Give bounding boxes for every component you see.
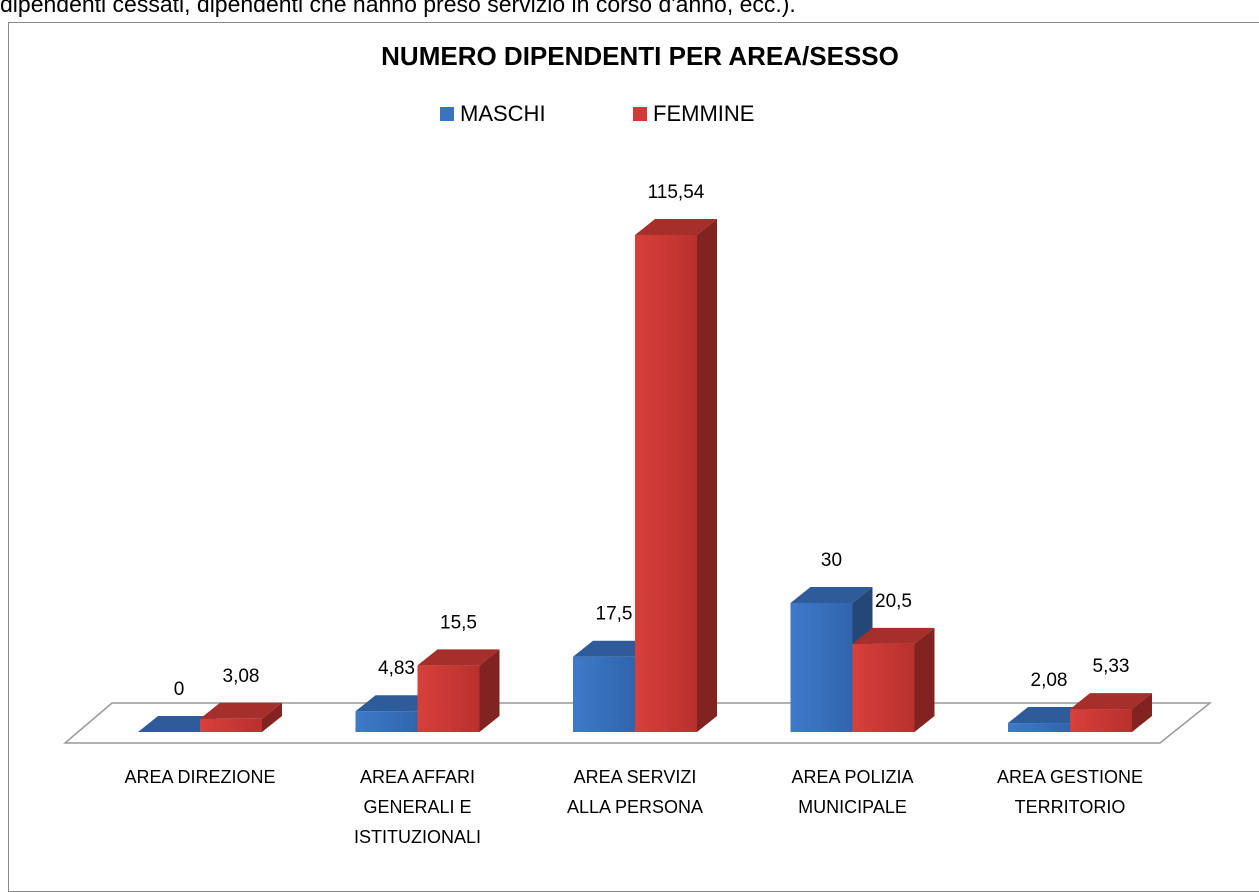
data-label: 4,83 [378, 658, 415, 679]
bar-top [355, 695, 438, 712]
bar-top [1070, 693, 1152, 710]
bar-top [573, 640, 655, 657]
data-label: 30 [821, 550, 842, 571]
data-label: 17,5 [596, 604, 633, 625]
data-label: 3,08 [223, 666, 260, 687]
bar [635, 219, 717, 732]
bar-front [852, 643, 915, 732]
chart: NUMERO DIPENDENTI PER AREA/SESSO MASCHI F… [62, 41, 1213, 744]
bar-side [262, 702, 282, 732]
bar-top [635, 219, 717, 235]
bar-front [1070, 709, 1132, 732]
bar [138, 716, 220, 732]
bar-top [852, 627, 935, 644]
bar [200, 702, 282, 732]
bar [1070, 693, 1152, 732]
bar-side [697, 219, 717, 732]
legend-label: MASCHI [460, 101, 546, 126]
bar-front [1008, 723, 1070, 732]
bar [852, 627, 935, 732]
x-tick-label: AREA SERVIZI ALLA PERSONA [566, 767, 704, 817]
chart-title: NUMERO DIPENDENTI PER AREA/SESSO [381, 41, 899, 71]
bar [790, 586, 873, 732]
data-label: 115,54 [648, 182, 705, 203]
bar-front [417, 665, 480, 732]
bar-front [200, 718, 262, 732]
data-label: 15,5 [440, 612, 477, 633]
bar-top [790, 586, 873, 603]
x-tick-label: AREA AFFARI GENERALI E ISTITUZIONALI [353, 767, 481, 847]
data-label: 2,08 [1031, 670, 1068, 691]
bar-top [200, 702, 282, 719]
x-tick-label: AREA DIREZIONE [124, 767, 276, 787]
bar-front [635, 235, 697, 732]
bar-side [479, 649, 500, 732]
bar-front [573, 656, 635, 732]
bar-top [417, 649, 500, 666]
bar-front [355, 711, 418, 732]
top-text: dipendenti cessati, dipendenti che hanno… [0, 0, 796, 17]
bar-front [790, 602, 853, 732]
legend-label: FEMMINE [653, 101, 754, 126]
bar [417, 649, 500, 732]
legend-swatch [633, 107, 647, 121]
bar-top [138, 716, 220, 732]
data-label: 0 [174, 679, 185, 700]
bar-side [914, 627, 935, 732]
x-tick-label: AREA POLIZIA MUNICIPALE [791, 767, 914, 817]
bar-side [1132, 693, 1152, 732]
legend-swatch [440, 107, 454, 121]
x-tick-label: AREA GESTIONE TERRITORIO [996, 767, 1144, 817]
data-label: 20,5 [875, 591, 912, 612]
bar-top [1008, 707, 1090, 724]
data-label: 5,33 [1093, 656, 1130, 677]
